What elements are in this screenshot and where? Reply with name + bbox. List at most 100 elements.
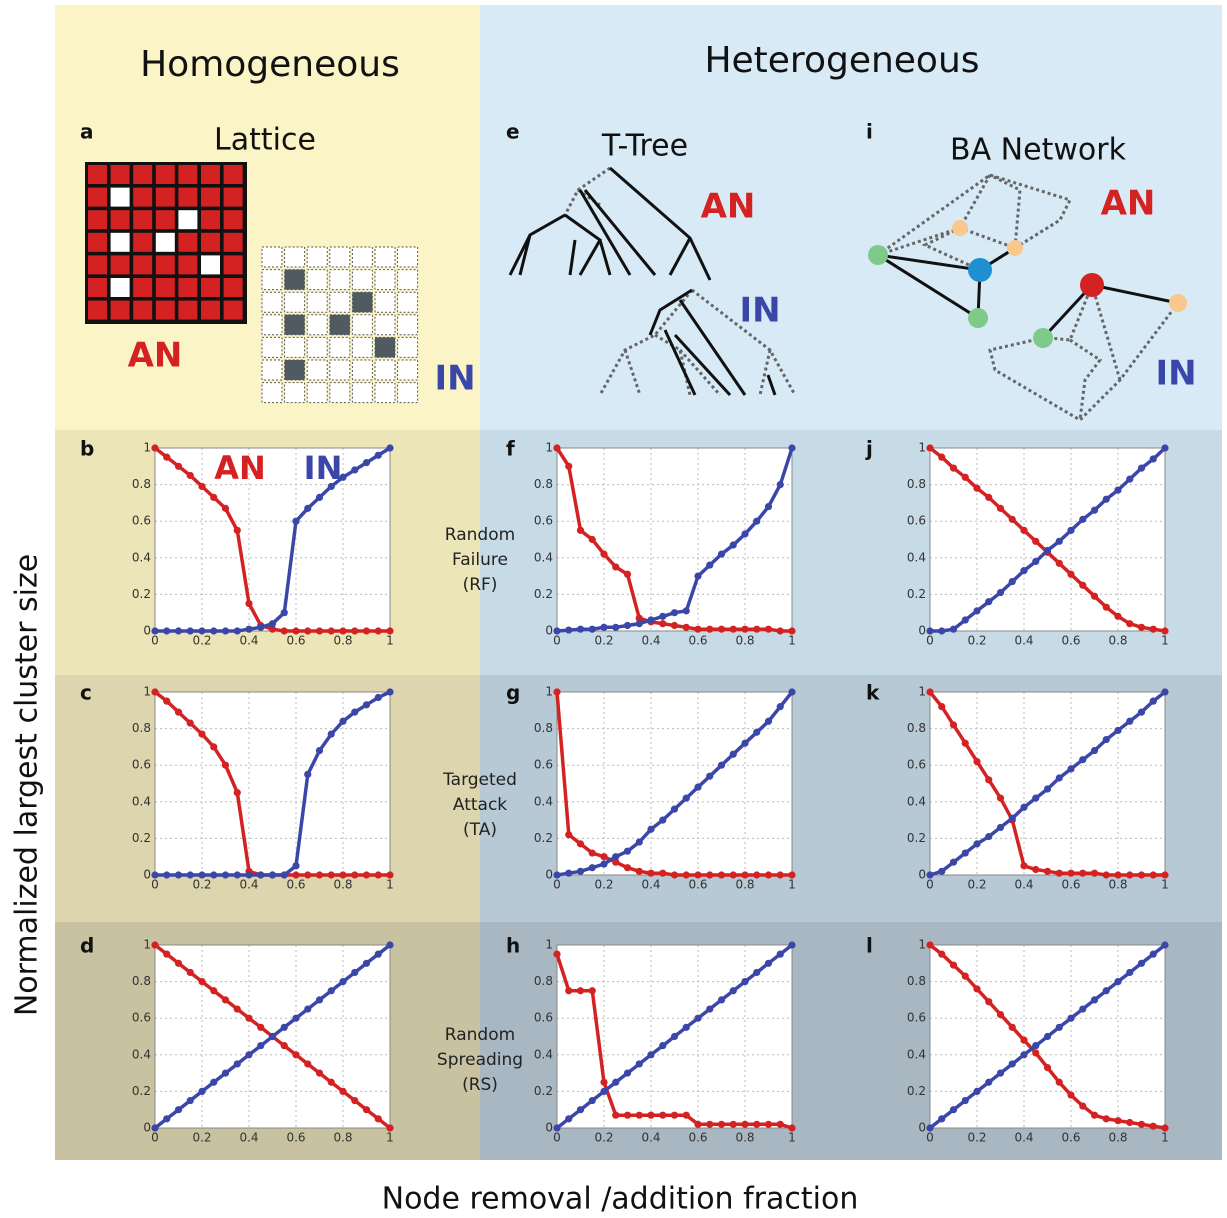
cell [223, 232, 243, 252]
point [174, 708, 183, 716]
cell [201, 232, 220, 252]
x-tick-label: 0 [151, 1131, 159, 1145]
point [1067, 869, 1075, 877]
point [1032, 1042, 1040, 1050]
row-label: Failure [452, 550, 508, 570]
x-axis-label: Node removal /addition fraction [382, 1182, 859, 1217]
x-tick-label: 0.4 [239, 878, 258, 892]
node [868, 245, 888, 265]
point [753, 1120, 761, 1128]
cell [88, 300, 107, 320]
point [670, 871, 679, 879]
plot-frame [556, 447, 793, 632]
point [706, 625, 714, 633]
y-tick-label: 0.8 [132, 974, 151, 988]
point [304, 1060, 312, 1068]
cell [284, 336, 306, 358]
point [374, 451, 382, 459]
point [635, 1060, 643, 1068]
point [985, 998, 993, 1006]
point [1008, 515, 1016, 523]
point [753, 968, 761, 977]
point [1090, 1111, 1099, 1119]
an-label: AN [701, 187, 756, 227]
point [362, 871, 371, 879]
panel-letter: j [865, 437, 873, 461]
point [741, 530, 749, 538]
point [776, 871, 784, 879]
x-tick-label: 0.4 [239, 634, 258, 648]
point [659, 620, 667, 628]
point [151, 627, 159, 635]
plot-area [557, 692, 792, 875]
series-label: IN [304, 449, 343, 487]
point [706, 772, 714, 780]
y-tick-label: 0.2 [534, 587, 553, 601]
point [1032, 537, 1040, 545]
ba-an [868, 173, 1073, 328]
y-tick-label: 0.6 [907, 758, 926, 772]
point [362, 627, 371, 635]
point [647, 616, 655, 624]
cell [110, 232, 130, 252]
point [1114, 486, 1122, 494]
node [1080, 273, 1104, 297]
cell [261, 269, 283, 291]
point [1137, 708, 1146, 716]
point [315, 493, 324, 502]
point [210, 987, 218, 995]
point [163, 453, 171, 461]
point [553, 1124, 561, 1132]
point [659, 612, 667, 620]
edge [988, 284, 1180, 422]
point [327, 730, 335, 738]
point [717, 761, 726, 769]
x-tick-label: 1 [788, 878, 796, 892]
point [670, 621, 679, 630]
point [600, 550, 608, 558]
point [257, 1023, 265, 1031]
cell [374, 246, 396, 268]
bg [480, 5, 1222, 430]
point [553, 627, 561, 635]
point [1149, 455, 1157, 463]
panel-letter: b [80, 437, 94, 461]
cell [374, 314, 396, 336]
point [729, 871, 737, 879]
point [623, 621, 632, 630]
point [600, 1078, 608, 1086]
point [374, 627, 382, 635]
point [588, 625, 596, 633]
x-tick-label: 0 [553, 1131, 561, 1145]
point [1090, 592, 1099, 600]
y-tick-label: 0.4 [534, 1047, 553, 1061]
point [257, 1042, 265, 1050]
point [304, 871, 312, 879]
point [729, 987, 737, 995]
point [163, 627, 171, 635]
x-tick-label: 0 [151, 878, 159, 892]
cell [201, 165, 220, 184]
y-tick-label: 0.2 [534, 831, 553, 845]
point [612, 1078, 620, 1086]
point [280, 871, 288, 879]
cell [133, 187, 153, 207]
point [949, 858, 958, 866]
point [315, 996, 324, 1004]
y-tick-label: 0 [143, 1121, 151, 1135]
point [1043, 546, 1052, 555]
point [1137, 464, 1146, 472]
cell [223, 210, 243, 230]
point [327, 987, 335, 995]
cell [110, 278, 130, 297]
point [659, 1042, 667, 1050]
y-tick-label: 1 [918, 938, 926, 952]
cell [155, 278, 175, 297]
point [327, 871, 335, 879]
x-tick-label: 0.2 [192, 1131, 211, 1145]
point [339, 717, 347, 725]
point [553, 688, 561, 696]
point [682, 794, 690, 802]
point [647, 869, 655, 877]
